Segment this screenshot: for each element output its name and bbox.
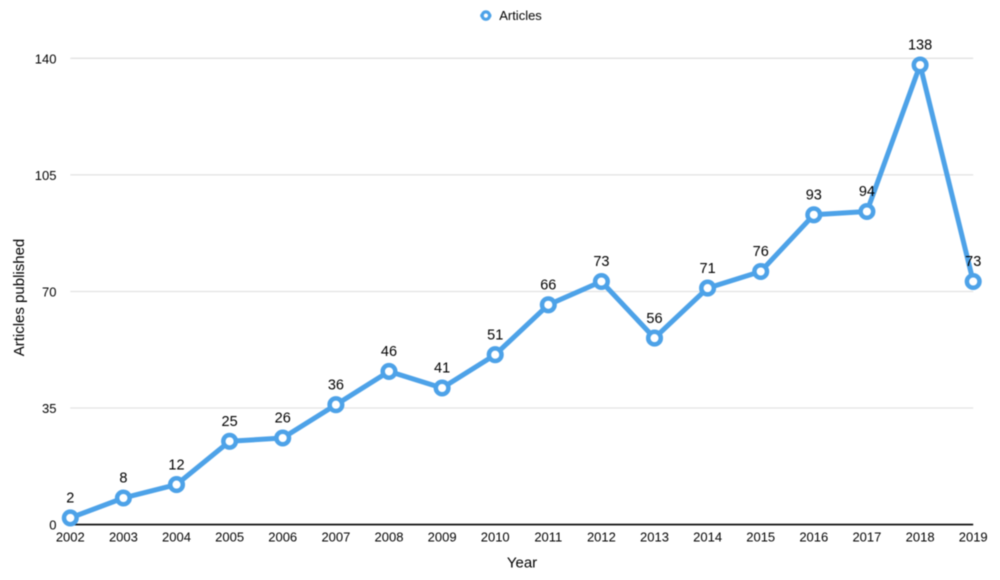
svg-text:56: 56 — [646, 311, 662, 327]
svg-text:51: 51 — [487, 327, 503, 343]
svg-text:105: 105 — [35, 168, 57, 183]
svg-text:2010: 2010 — [481, 530, 510, 545]
svg-text:2: 2 — [66, 491, 74, 507]
svg-text:70: 70 — [42, 285, 56, 300]
svg-text:2006: 2006 — [268, 530, 297, 545]
svg-text:Articles: Articles — [499, 8, 542, 23]
svg-text:26: 26 — [275, 411, 291, 427]
svg-text:2017: 2017 — [852, 530, 881, 545]
svg-text:Articles published: Articles published — [11, 239, 28, 357]
svg-text:73: 73 — [593, 254, 609, 270]
svg-text:0: 0 — [49, 518, 56, 533]
svg-text:2018: 2018 — [906, 530, 935, 545]
svg-text:2011: 2011 — [534, 530, 562, 545]
svg-text:12: 12 — [168, 457, 184, 473]
svg-text:2013: 2013 — [640, 530, 669, 545]
svg-text:71: 71 — [700, 261, 716, 277]
svg-text:2003: 2003 — [109, 530, 138, 545]
svg-text:41: 41 — [434, 361, 450, 377]
svg-text:2004: 2004 — [162, 530, 191, 545]
svg-text:35: 35 — [42, 401, 56, 416]
svg-text:93: 93 — [806, 188, 822, 204]
svg-text:2012: 2012 — [587, 530, 616, 545]
svg-text:8: 8 — [119, 471, 127, 487]
svg-text:73: 73 — [965, 254, 981, 270]
svg-text:2019: 2019 — [959, 530, 988, 545]
svg-text:46: 46 — [381, 344, 397, 360]
svg-text:94: 94 — [859, 184, 875, 200]
svg-text:2002: 2002 — [56, 530, 85, 545]
svg-text:25: 25 — [222, 414, 238, 430]
svg-text:2009: 2009 — [428, 530, 457, 545]
svg-text:140: 140 — [35, 51, 57, 66]
svg-text:138: 138 — [908, 38, 932, 54]
svg-text:76: 76 — [753, 244, 769, 260]
svg-text:2016: 2016 — [799, 530, 828, 545]
svg-text:2015: 2015 — [746, 530, 775, 545]
svg-text:2014: 2014 — [693, 530, 722, 545]
svg-text:66: 66 — [540, 278, 556, 294]
svg-text:36: 36 — [328, 377, 344, 393]
svg-text:Year: Year — [507, 555, 537, 572]
svg-text:2007: 2007 — [321, 530, 350, 545]
svg-text:2008: 2008 — [375, 530, 404, 545]
svg-text:2005: 2005 — [215, 530, 244, 545]
